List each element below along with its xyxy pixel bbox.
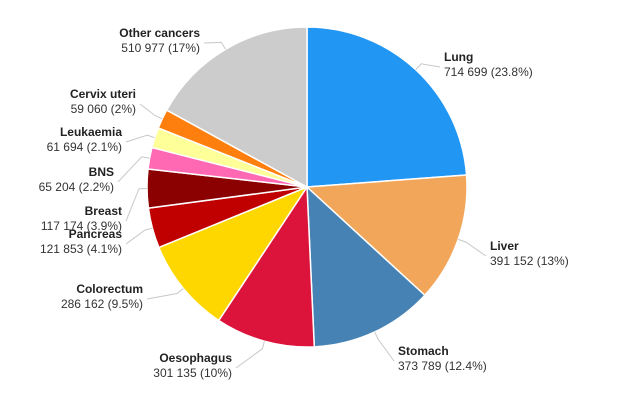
leader-line-other-cancers <box>203 41 226 50</box>
pie-slice-liver <box>306 174 468 296</box>
slice-name-stomach: Stomach <box>398 344 449 358</box>
slice-name-pancreas: Pancreas <box>69 227 123 241</box>
slice-value-stomach: 373 789 (12.4%) <box>398 359 487 373</box>
leader-line-oesophagus <box>235 341 265 369</box>
pie-slice-lung <box>306 26 468 188</box>
slice-name-colorectum: Colorectum <box>76 282 143 296</box>
slice-value-bns: 65 204 (2.2%) <box>39 180 114 194</box>
pie-slice-stomach <box>306 186 426 348</box>
slice-value-leukaemia: 61 694 (2.1%) <box>47 140 122 154</box>
pie-slice-other-cancers <box>165 26 308 188</box>
slice-value-colorectum: 286 162 (9.5%) <box>61 297 143 311</box>
slice-name-bns: BNS <box>89 165 114 179</box>
slice-value-oesophagus: 301 135 (10%) <box>153 366 232 380</box>
leader-line-leukaemia <box>125 134 155 143</box>
slice-name-lung: Lung <box>444 50 473 64</box>
pie-slice-colorectum <box>158 186 308 322</box>
slice-value-liver: 391 152 (13%) <box>490 254 569 268</box>
leader-line-breast <box>125 188 148 222</box>
leader-line-lung <box>415 63 441 71</box>
slice-name-breast: Breast <box>85 204 122 218</box>
slice-name-oesophagus: Oesophagus <box>159 351 232 365</box>
slice-value-cervix-uteri: 59 060 (2%) <box>71 102 136 116</box>
leader-line-cervix-uteri <box>139 103 163 120</box>
slice-value-breast: 117 174 (3.9%) <box>41 219 122 233</box>
leader-line-bns <box>117 156 150 183</box>
slice-name-liver: Liver <box>490 239 519 253</box>
leader-lines <box>117 41 487 369</box>
leader-line-liver <box>458 238 487 257</box>
slice-name-leukaemia: Leukaemia <box>60 125 122 139</box>
leader-line-stomach <box>374 331 395 362</box>
slice-name-cervix-uteri: Cervix uteri <box>70 87 136 101</box>
pie-slices <box>146 26 468 348</box>
leader-line-pancreas <box>125 227 153 245</box>
slice-name-other-cancers: Other cancers <box>119 26 200 40</box>
slice-value-lung: 714 699 (23.8%) <box>444 65 533 79</box>
leader-line-colorectum <box>146 288 184 300</box>
slice-value-other-cancers: 510 977 (17%) <box>121 41 200 55</box>
slice-value-pancreas: 121 853 (4.1%) <box>40 242 122 256</box>
